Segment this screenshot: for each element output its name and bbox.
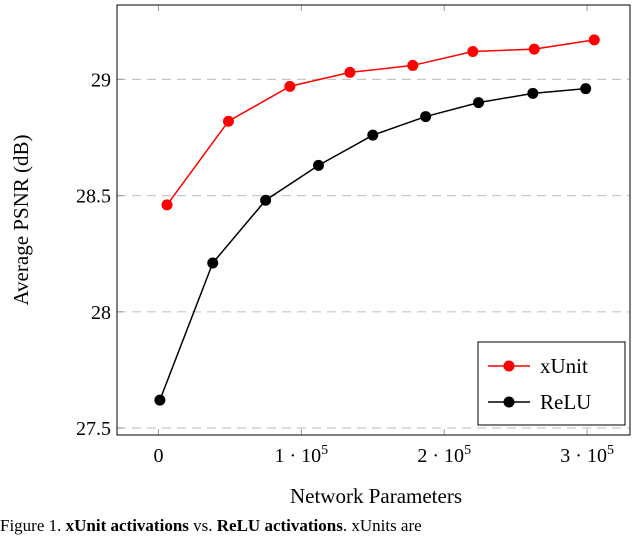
data-point-xunit xyxy=(222,115,234,127)
data-point-xunit xyxy=(588,34,600,46)
series-line-xunit xyxy=(166,39,595,206)
x-tick-label: 3 · 105 xyxy=(560,443,614,467)
y-tick-label: 28.5 xyxy=(76,186,111,208)
legend-marker-relu xyxy=(503,396,515,408)
data-point-relu xyxy=(473,97,485,109)
y-axis-label: Average PSNR (dB) xyxy=(9,134,33,305)
data-point-relu xyxy=(527,87,539,99)
x-tick-label: 1 · 105 xyxy=(275,443,329,467)
plot-frame xyxy=(116,4,631,436)
data-point-relu xyxy=(367,129,379,141)
data-point-xunit xyxy=(407,59,419,71)
data-point-xunit xyxy=(344,66,356,78)
data-point-xunit xyxy=(528,43,540,55)
y-tick-label: 29 xyxy=(91,69,111,91)
data-point-relu xyxy=(154,394,166,406)
caption-rest: . xUnits are xyxy=(342,516,422,535)
caption-mid: vs. xyxy=(188,516,217,535)
legend-label-relu: ReLU xyxy=(540,390,591,414)
caption-bold-xunit: xUnit activations xyxy=(65,516,189,535)
data-point-xunit xyxy=(161,199,173,211)
data-point-relu xyxy=(420,111,432,123)
data-point-relu xyxy=(207,257,219,269)
figure-caption: Figure 1. xUnit activations vs. ReLU act… xyxy=(0,516,640,536)
caption-prefix: Figure 1. xyxy=(0,516,66,535)
caption-bold-relu: ReLU activations xyxy=(216,516,343,535)
data-point-relu xyxy=(260,194,272,206)
legend: xUnit ReLU xyxy=(477,341,626,426)
x-axis-label: Network Parameters xyxy=(290,484,462,508)
data-point-relu xyxy=(580,83,592,95)
y-tick-label: 28 xyxy=(91,302,111,324)
x-tick-label: 0 xyxy=(153,445,163,467)
x-tick-label: 2 · 105 xyxy=(417,443,471,467)
data-point-relu xyxy=(312,159,324,171)
data-point-xunit xyxy=(467,45,479,57)
legend-marker-xunit xyxy=(503,360,515,372)
y-tick-label: 27.5 xyxy=(76,418,111,440)
data-point-xunit xyxy=(284,80,296,92)
legend-label-xunit: xUnit xyxy=(540,354,588,378)
